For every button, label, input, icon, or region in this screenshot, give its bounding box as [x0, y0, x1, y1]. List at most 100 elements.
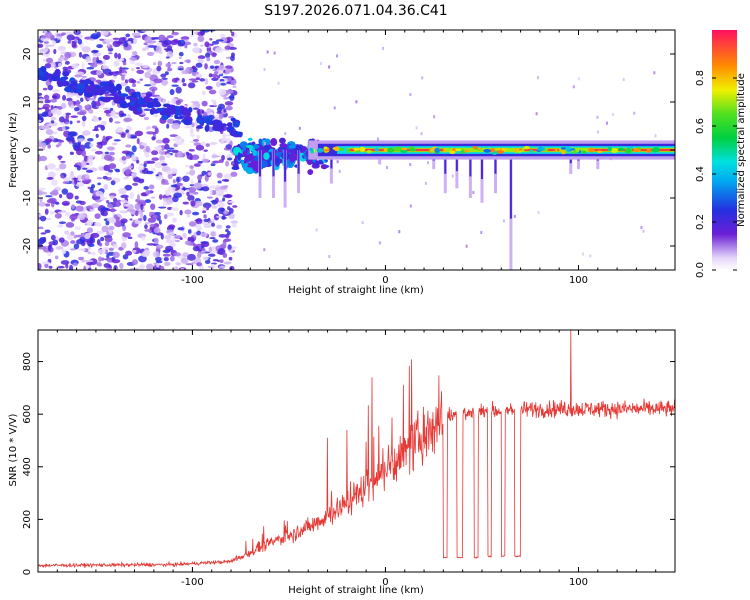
- spectrogram-noise-blob: [219, 78, 225, 82]
- spectrogram-noise-blob: [216, 259, 220, 262]
- spectrogram-noise-blob: [202, 90, 206, 96]
- spectrogram-noise-blob: [156, 262, 160, 268]
- spectrogram-noise-blob: [209, 65, 215, 69]
- spectrogram-noise-blob: [201, 110, 205, 114]
- spectrogram-speck: [513, 214, 516, 218]
- spectrogram-line-blob: [490, 148, 495, 153]
- spectrogram-noise-blob: [81, 248, 86, 252]
- spectrogram-speck: [338, 169, 341, 173]
- spectrogram-noise-blob: [208, 104, 218, 108]
- spectrogram-y-tick-label: -20: [22, 238, 33, 254]
- spectrogram-line-blob: [560, 147, 567, 150]
- spectrogram-noise-blob: [81, 160, 87, 166]
- spectrogram-noise-blob: [50, 105, 54, 110]
- spectrogram-noise-blob: [216, 224, 223, 229]
- spectrogram-noise-blob: [165, 62, 172, 68]
- spectrogram-noise-blob: [41, 35, 47, 39]
- spectrogram-noise-blob: [153, 36, 160, 40]
- spectrogram-noise-blob: [222, 133, 227, 139]
- spectrogram-noise-blob: [70, 170, 74, 176]
- spectrogram-line-blob: [651, 149, 658, 153]
- spectrogram-noise-blob: [211, 99, 216, 103]
- spectrogram-noise-blob: [118, 187, 127, 195]
- spectrogram-noise-blob: [167, 173, 173, 179]
- spectrogram-trace-blob: [226, 125, 235, 133]
- spectrogram-noise-blob: [123, 41, 129, 48]
- spectrogram-noise-blob: [204, 260, 211, 264]
- spectrogram-streak-core: [469, 150, 472, 177]
- spectrogram-noise-blob: [196, 134, 200, 140]
- spectrogram-noise-blob: [47, 171, 56, 179]
- spectrogram-noise-blob: [45, 31, 53, 39]
- spectrogram-noise-blob: [38, 263, 42, 270]
- spectrogram-trace-blob: [226, 122, 233, 128]
- spectrogram-noise-blob: [227, 230, 231, 236]
- spectrogram-noise-blob: [218, 64, 225, 71]
- spectrogram-noise-blob: [169, 88, 175, 96]
- spectrogram-noise-blob: [211, 77, 219, 82]
- spectrogram-noise-blob: [206, 108, 212, 114]
- spectrogram-noise-blob: [50, 179, 58, 186]
- spectrogram-noise-blob: [217, 201, 225, 208]
- spectrogram-noise-blob: [138, 255, 147, 263]
- spectrogram-cluster-blob: [242, 163, 250, 172]
- spectrogram-noise-blob: [87, 186, 92, 190]
- spectrogram-speck: [266, 50, 269, 54]
- spectrogram-speck: [319, 61, 322, 65]
- spectrogram-noise-blob: [52, 89, 60, 93]
- spectrogram-noise-blob: [43, 41, 50, 44]
- spectrogram-noise-blob: [158, 206, 167, 209]
- spectrogram-noise-blob: [186, 214, 191, 218]
- spectrogram-noise-blob: [39, 215, 47, 222]
- spectrogram-line-blob: [646, 148, 651, 153]
- spectrogram-noise-blob: [187, 229, 192, 234]
- spectrogram-trace-blob: [159, 110, 170, 116]
- spectrogram-noise-blob: [49, 211, 54, 215]
- spectrogram-noise-blob: [191, 80, 199, 83]
- spectrogram-noise-blob: [107, 203, 114, 208]
- spectrogram-noise-blob: [132, 182, 139, 186]
- spectrogram-noise-blob: [60, 175, 65, 179]
- spectrogram-noise-blob: [96, 177, 103, 180]
- spectrogram-noise-blob: [211, 73, 219, 78]
- snr-y-tick-label: 400: [22, 457, 33, 476]
- spectrogram-trace-blob: [140, 99, 145, 106]
- spectrogram-speck: [273, 51, 276, 55]
- spectrogram-noise-blob: [72, 262, 78, 267]
- spectrogram-noise-blob: [214, 65, 220, 69]
- spectrogram-noise-blob: [188, 149, 196, 152]
- snr-y-tick-label: 600: [22, 405, 33, 424]
- spectrogram-noise-blob: [152, 251, 160, 258]
- spectrogram-noise-blob: [153, 78, 163, 84]
- spectrogram-noise-blob: [54, 255, 59, 260]
- spectrogram-noise-blob: [151, 167, 156, 173]
- snr-x-tick-label: -100: [181, 577, 204, 588]
- spectrogram-noise-blob: [176, 182, 183, 187]
- spectrogram-noise-blob: [225, 65, 233, 69]
- spectrogram-noise-blob: [83, 155, 88, 162]
- spectrogram-noise-blob: [46, 44, 55, 47]
- spectrogram-noise-blob: [86, 66, 95, 70]
- spectrogram-noise-blob: [203, 214, 207, 219]
- spectrogram-line-blob: [633, 148, 641, 153]
- spectrogram-noise-blob: [138, 265, 144, 270]
- spectrogram-noise-blob: [230, 220, 238, 224]
- spectrogram-noise-blob: [89, 142, 94, 148]
- spectrogram-noise-blob: [104, 151, 110, 155]
- spectrogram-noise-blob: [111, 142, 118, 146]
- spectrogram-cluster-blob: [279, 137, 286, 144]
- spectrogram-trace-blob: [62, 71, 70, 77]
- spectrogram-noise-blob: [90, 148, 97, 152]
- spectrogram-speck: [409, 204, 412, 208]
- spectrogram-noise-blob: [145, 145, 150, 153]
- spectrogram-line-blob: [561, 150, 566, 155]
- spectrogram-noise-blob: [113, 60, 120, 67]
- spectrogram-noise-blob: [134, 130, 144, 137]
- spectrogram-noise-blob: [60, 160, 66, 163]
- spectrogram-noise-blob: [47, 252, 52, 257]
- spectrogram-noise-blob: [144, 151, 150, 158]
- spectrogram-speck: [277, 81, 280, 85]
- spectrogram-noise-blob: [213, 71, 220, 74]
- spectrogram-line-blob: [575, 147, 580, 153]
- spectrogram-noise-blob: [225, 144, 232, 150]
